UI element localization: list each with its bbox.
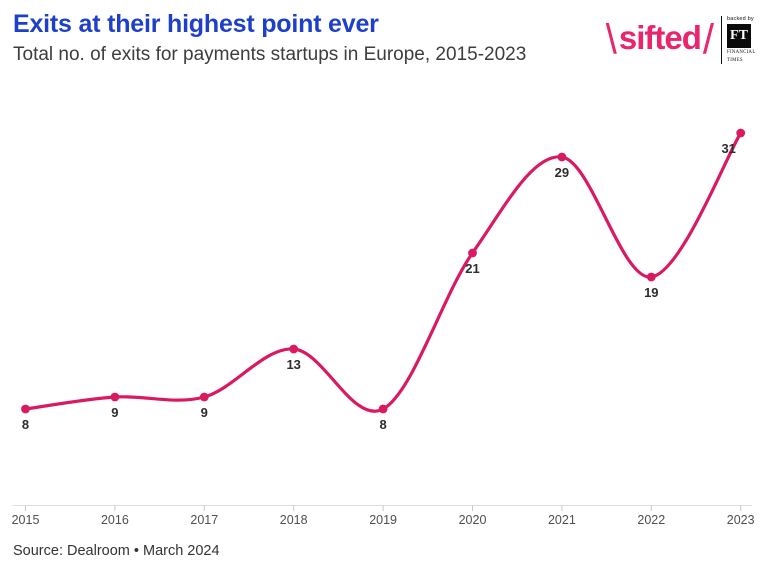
data-label: 9: [201, 405, 208, 420]
x-axis-label: 2020: [459, 513, 487, 527]
data-point: [557, 152, 567, 162]
data-point: [21, 404, 30, 414]
data-label: 21: [465, 261, 479, 276]
page-subtitle: Total no. of exits for payments startups…: [13, 44, 527, 65]
x-axis-label: 2017: [190, 513, 218, 527]
series-line: [23, 131, 743, 413]
ft-name-line1: FINANCIAL: [727, 50, 756, 56]
data-label: 31: [721, 141, 735, 156]
sifted-logo: \ sifted / backed by FT FINANCIAL TIMES: [606, 14, 759, 66]
x-axis-label: 2015: [12, 513, 40, 527]
sifted-wordmark: sifted: [618, 19, 702, 56]
data-label: 13: [286, 357, 300, 372]
data-point: [378, 404, 388, 414]
page-title: Exits at their highest point ever: [13, 10, 379, 38]
data-point: [289, 344, 299, 354]
source-note: Source: Dealroom • March 2024: [13, 543, 220, 559]
logo-backslash-icon: \: [605, 16, 617, 64]
ft-lockup: backed by FT FINANCIAL TIMES: [727, 16, 759, 63]
x-axis-label: 2023: [727, 513, 755, 527]
data-point: [646, 272, 656, 282]
data-point: [199, 392, 209, 402]
x-axis-label: 2018: [280, 513, 308, 527]
x-axis-label: 2019: [369, 513, 397, 527]
data-label: 8: [22, 417, 29, 432]
x-axis-label: 2021: [548, 513, 576, 527]
data-label: 19: [644, 285, 658, 300]
x-axis-label: 2016: [101, 513, 129, 527]
data-point: [110, 392, 120, 402]
data-label: 8: [379, 417, 386, 432]
data-label: 9: [111, 405, 118, 420]
data-point: [468, 248, 477, 258]
x-axis-label: 2022: [637, 513, 665, 527]
ft-logo-icon: FT: [727, 24, 751, 49]
logo-slash-icon: /: [702, 16, 714, 64]
data-label: 29: [555, 165, 569, 180]
data-point: [736, 128, 746, 138]
backed-by-label: backed by: [727, 16, 754, 23]
logo-divider: [721, 16, 722, 64]
ft-name-line2: TIMES: [727, 58, 743, 63]
